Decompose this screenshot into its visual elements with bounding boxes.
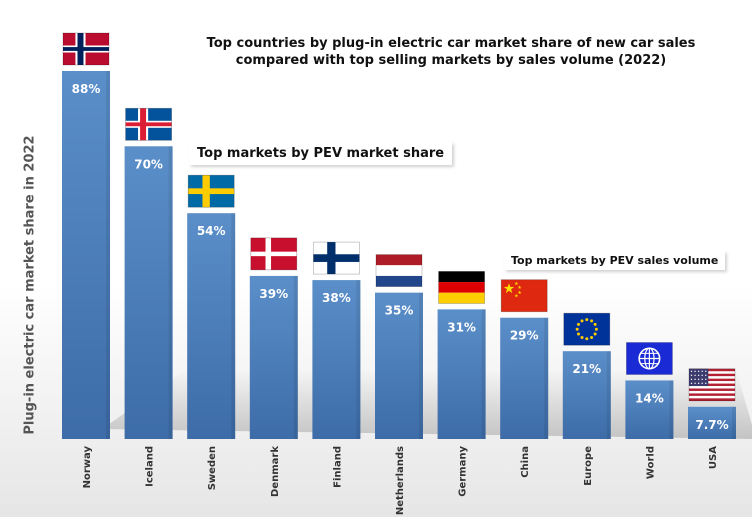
bar-germany bbox=[437, 309, 486, 439]
chart-title: Top countries by plug-in electric car ma… bbox=[207, 36, 696, 68]
tick-label-norway: Norway bbox=[82, 446, 93, 489]
bar-edge-sweden bbox=[231, 213, 236, 439]
bar-china bbox=[500, 317, 549, 439]
bar-edge-world bbox=[669, 380, 674, 439]
value-label-denmark: 39% bbox=[259, 287, 288, 301]
value-label-china: 29% bbox=[510, 329, 539, 343]
y-axis-label-text: Plug-in electric car market share in 202… bbox=[22, 135, 38, 435]
denmark-flag-icon bbox=[250, 237, 298, 271]
bar-edge-iceland bbox=[168, 146, 173, 440]
bar-edge-china bbox=[544, 317, 549, 439]
sweden-flag-icon bbox=[187, 174, 235, 208]
value-label-world: 14% bbox=[635, 391, 664, 405]
usa-flag-icon bbox=[688, 368, 736, 402]
bar-finland bbox=[312, 280, 361, 439]
tick-label-finland: Finland bbox=[332, 446, 343, 488]
bar-edge-denmark bbox=[293, 275, 298, 439]
bar-denmark bbox=[249, 275, 298, 439]
tick-label-sweden: Sweden bbox=[207, 446, 218, 490]
chart-title-line-2: compared with top selling markets by sal… bbox=[236, 53, 667, 68]
value-label-norway: 88% bbox=[72, 82, 101, 96]
tick-label-europe: Europe bbox=[583, 446, 594, 486]
finland-flag-icon bbox=[312, 241, 360, 275]
bar-edge-usa bbox=[732, 406, 736, 439]
bar-edge-europe bbox=[606, 351, 611, 439]
netherlands-flag-icon bbox=[375, 254, 423, 288]
tick-label-netherlands: Netherlands bbox=[395, 446, 406, 515]
norway-flag-icon bbox=[62, 32, 110, 66]
eu-flag-icon bbox=[563, 312, 611, 346]
value-label-netherlands: 35% bbox=[385, 304, 414, 318]
bars-layer: 88% 70% 54% 39% 38% 35% 31% 29% 21% 14% 7.7% bbox=[62, 71, 736, 440]
bar-edge-norway bbox=[106, 71, 110, 439]
bar-iceland bbox=[124, 146, 173, 440]
tick-label-world: World bbox=[645, 446, 656, 479]
tick-label-germany: Germany bbox=[458, 446, 469, 497]
bar-edge-netherlands bbox=[419, 292, 423, 439]
tick-label-denmark: Denmark bbox=[270, 446, 281, 497]
callout-sales-volume: Top markets by PEV sales volume bbox=[504, 251, 726, 270]
flags-layer bbox=[62, 32, 736, 402]
value-label-iceland: 70% bbox=[134, 157, 163, 171]
bar-edge-finland bbox=[356, 280, 361, 439]
un-flag-icon bbox=[626, 342, 673, 375]
bar-usa bbox=[688, 406, 736, 439]
bar-world bbox=[625, 380, 674, 439]
china-flag-icon bbox=[500, 279, 548, 313]
tick-label-usa: USA bbox=[708, 446, 719, 469]
value-label-europe: 21% bbox=[572, 362, 601, 376]
value-label-finland: 38% bbox=[322, 291, 351, 305]
x-tick-labels: Norway Iceland Sweden Denmark Finland Netherl… bbox=[82, 446, 719, 516]
chart-title-line-1: Top countries by plug-in electric car ma… bbox=[207, 36, 696, 51]
iceland-flag-icon bbox=[125, 107, 172, 141]
germany-flag-icon bbox=[438, 270, 486, 304]
value-label-germany: 31% bbox=[447, 320, 476, 334]
bar-europe bbox=[562, 351, 611, 439]
tick-label-china: China bbox=[520, 446, 531, 478]
value-label-usa: 7.7% bbox=[695, 418, 728, 432]
bar-norway bbox=[62, 71, 110, 439]
value-label-sweden: 54% bbox=[197, 224, 226, 238]
bar-edge-germany bbox=[481, 309, 486, 439]
tick-label-iceland: Iceland bbox=[145, 446, 156, 487]
bar-sweden bbox=[187, 213, 236, 439]
bar-netherlands bbox=[375, 292, 423, 439]
callout-market-share: Top markets by PEV market share bbox=[189, 142, 453, 165]
